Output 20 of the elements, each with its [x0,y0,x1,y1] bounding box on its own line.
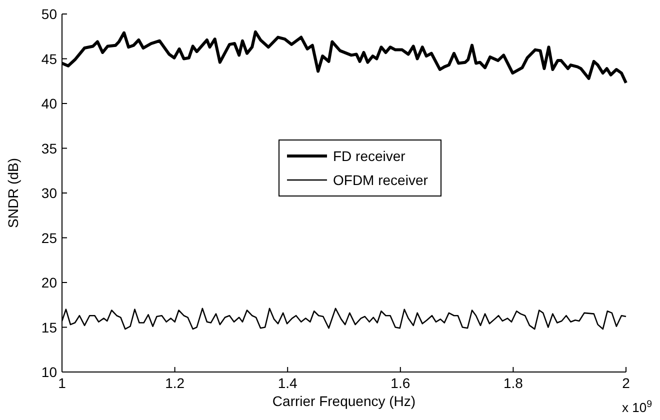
y-tick-label: 45 [41,50,58,67]
y-tick-label: 35 [41,140,58,156]
x-tick-label: 1 [58,375,66,391]
x-tick-label: 1.4 [278,375,298,391]
legend-label: FD receiver [333,148,406,164]
x-tick-label: 1.6 [390,375,410,391]
x-tick-label: 1.8 [503,375,524,391]
y-tick-label: 50 [41,6,58,22]
y-tick-label: 25 [41,230,58,246]
y-tick-label: 20 [41,274,58,290]
x-axis-title: Carrier Frequency (Hz) [272,393,416,409]
y-tick-label: 30 [41,185,58,201]
y-tick-label: 15 [41,319,58,336]
y-axis-title: SNDR (dB) [5,158,21,228]
y-tick-label: 10 [41,364,58,380]
x-tick-label: 1.2 [165,375,185,391]
y-tick-label: 40 [41,96,58,112]
x-tick-label: 2 [622,375,630,391]
legend-label: OFDM receiver [333,172,428,188]
text: x 10$^{9}$ [622,398,652,415]
